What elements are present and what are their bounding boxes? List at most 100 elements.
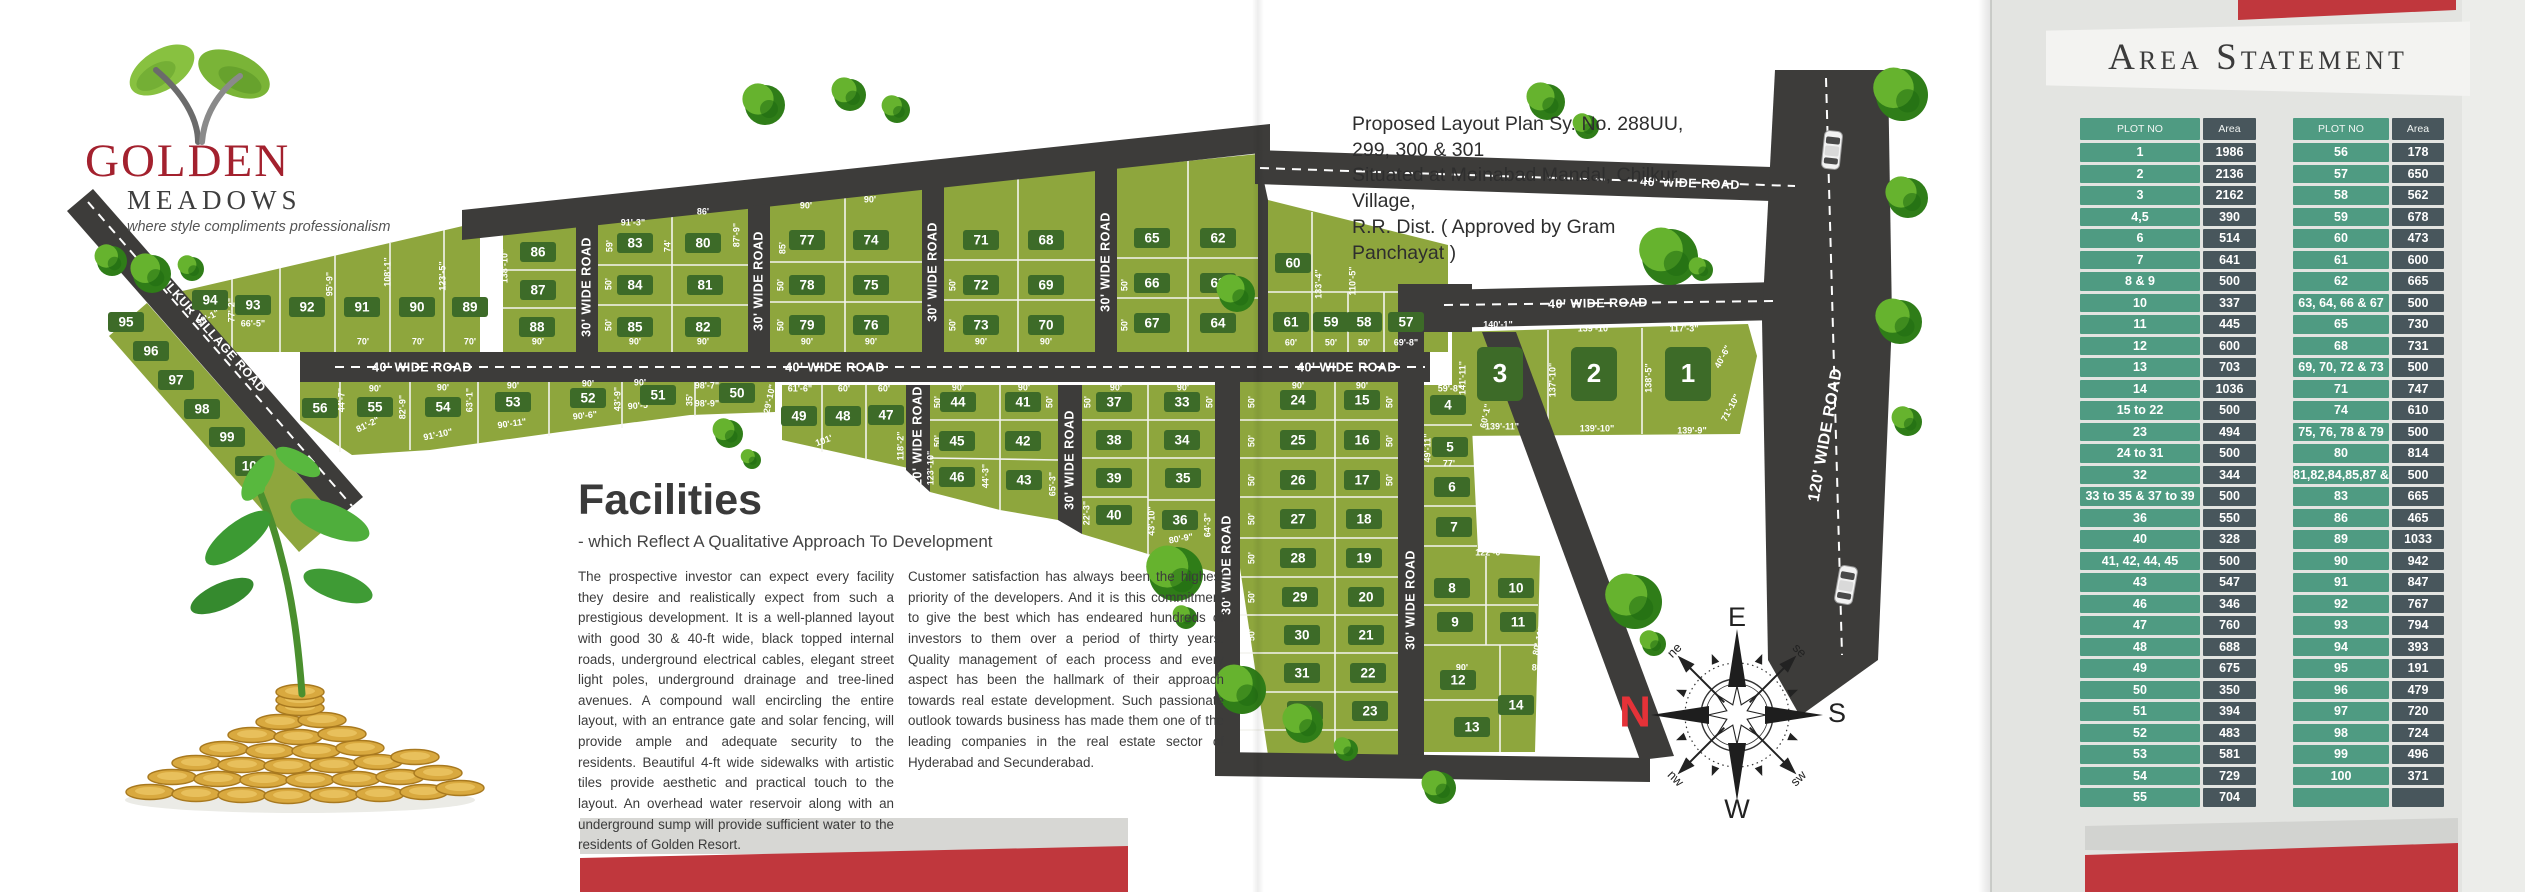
dimension-label: 90'	[1292, 380, 1304, 390]
plot-number: 8	[1448, 581, 1456, 596]
plot-no: 55	[2080, 788, 2200, 807]
plot-no: 8 & 9	[2080, 272, 2200, 291]
dimension-label: 90'	[369, 383, 381, 393]
plot-number: 5	[1446, 440, 1454, 455]
dimension-label: 80'-9"	[1168, 531, 1194, 545]
plot-badge	[209, 427, 245, 447]
compass-rose	[1651, 629, 1823, 801]
plot-number: 93	[245, 298, 261, 313]
plot-no: 36	[2080, 508, 2200, 527]
plot-badge	[685, 233, 721, 253]
road	[1215, 752, 1650, 782]
plot-no: 3	[2080, 186, 2200, 205]
area-value: 747	[2392, 379, 2444, 398]
plot-number: 89	[462, 300, 477, 315]
plot-badge	[617, 275, 653, 295]
area-row: 52 483	[2080, 723, 2256, 742]
area-value: 650	[2392, 164, 2444, 183]
plot-no: 57	[2293, 164, 2389, 183]
area-row: 58 562	[2293, 186, 2444, 205]
area-row: 13 703	[2080, 358, 2256, 377]
plot-no: 58	[2293, 186, 2389, 205]
plot-number: 11	[1511, 615, 1526, 630]
col-header-plot: PLOT NO	[2080, 118, 2200, 140]
dimension-label: 44'-3"	[980, 464, 990, 488]
dimension-label: 90'	[1456, 662, 1468, 672]
plot-number: 75	[863, 278, 879, 293]
plot-badge	[495, 392, 531, 412]
tree-icon	[1333, 737, 1358, 761]
plot-badge	[1134, 273, 1170, 293]
page-fold	[1252, 0, 1264, 892]
plot-no: 43	[2080, 573, 2200, 592]
plot-badge	[1344, 390, 1380, 410]
area-row: 46 346	[2080, 594, 2256, 613]
plot-badge	[1500, 612, 1536, 632]
compass-ne: ne	[1664, 640, 1685, 661]
plot-no: 75, 76, 78 & 79	[2293, 422, 2389, 441]
plot-number: 4	[1444, 398, 1452, 413]
plot-number: 68	[1038, 233, 1054, 248]
dimension-label: 138'-10"	[499, 249, 509, 283]
tree-icon	[1873, 67, 1928, 121]
road-label: 30' WIDE ROAD	[925, 222, 939, 322]
plot-number: 18	[1356, 512, 1372, 527]
dimension-label: 61'-6"	[788, 383, 812, 393]
area-row: 6 514	[2080, 229, 2256, 248]
plot-number: 55	[367, 400, 383, 415]
plot-number: 49	[791, 409, 806, 424]
plot-number: 48	[835, 409, 851, 424]
plot-no: 32	[2080, 465, 2200, 484]
plot-badge	[1284, 625, 1320, 645]
road-label: 40' WIDE ROAD	[1548, 295, 1648, 311]
area-value: 688	[2203, 637, 2256, 656]
plot-number: 56	[312, 401, 328, 416]
plot-number: 64	[1210, 316, 1226, 331]
facilities-title: Facilities	[578, 476, 763, 524]
dimension-label: 139'-9"	[1677, 425, 1706, 435]
area-row: 93 794	[2293, 616, 2444, 635]
area-value: 675	[2203, 659, 2256, 678]
plot-number: 25	[1290, 433, 1306, 448]
tree-icon	[1639, 630, 1666, 656]
area-value: 500	[2203, 551, 2256, 570]
area-value: 760	[2203, 616, 2256, 635]
area-value: 494	[2203, 422, 2256, 441]
plot-number: 23	[1362, 704, 1378, 719]
area-row: 94 393	[2293, 637, 2444, 656]
plot-no: 62	[2293, 272, 2389, 291]
area-row: 57 650	[2293, 164, 2444, 183]
plot-number: 19	[1356, 551, 1371, 566]
panel-footer-gray-bar	[2085, 818, 2458, 854]
dimension-label: 59'	[604, 240, 614, 252]
area-value: 445	[2203, 315, 2256, 334]
dimension-label: 66'-5"	[241, 318, 265, 328]
dimension-label: 90'	[437, 382, 449, 392]
area-value: 814	[2392, 444, 2444, 463]
plot-no: 41, 42, 44, 45	[2080, 551, 2200, 570]
brand-tagline: where style compliments professionalism	[127, 219, 391, 235]
plot-badge	[1282, 587, 1318, 607]
road	[922, 186, 944, 352]
compass-east: E	[1728, 602, 1746, 632]
dimension-label: 35'	[684, 394, 694, 406]
plot-number: 96	[143, 344, 159, 359]
plot-number: 33	[1174, 395, 1190, 410]
area-row: 40 328	[2080, 530, 2256, 549]
dimension-label: 90'-6"	[572, 409, 597, 421]
plot-no: 4,5	[2080, 207, 2200, 226]
plot-no: 92	[2293, 594, 2389, 613]
plot-number: 72	[973, 278, 988, 293]
area-value: 729	[2203, 766, 2256, 785]
plot-number: 15	[1354, 393, 1370, 408]
plot-number: 59	[1323, 315, 1338, 330]
plot-badge	[1344, 430, 1380, 450]
plot-badge	[1005, 431, 1041, 451]
dimension-label: 69'-8"	[1394, 337, 1418, 347]
plot-badge	[1477, 347, 1523, 401]
plot-number: 51	[650, 388, 666, 403]
plot-no: 100	[2293, 766, 2389, 785]
plot-no: 54	[2080, 766, 2200, 785]
road	[1438, 282, 1780, 328]
